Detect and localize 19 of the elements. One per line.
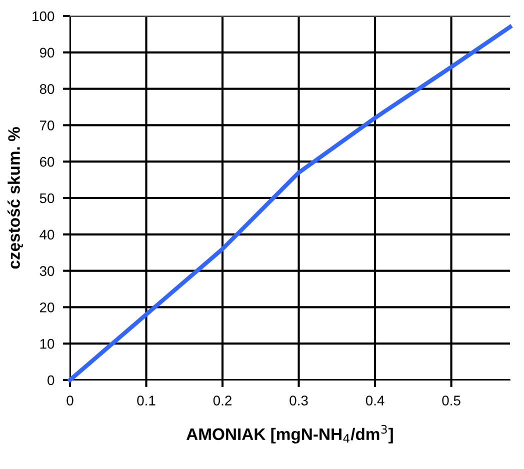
y-axis-title: częstość skum. %: [8, 127, 24, 269]
y-tick-label: 0: [48, 375, 54, 386]
x-axis-title: AMONIAK [mgN-NH$_{4}$/dm$^{3}$]: [186, 424, 393, 444]
y-tick-label: 50: [40, 193, 54, 204]
y-tick-label: 10: [40, 338, 54, 349]
y-tick-label: 70: [40, 120, 54, 130]
y-tick-label: 100: [32, 11, 54, 22]
y-tick-label: 80: [40, 84, 54, 94]
y-tick-label: 30: [40, 266, 54, 276]
y-tick-label: 20: [40, 302, 54, 312]
x-tick-label: 0: [66, 396, 74, 406]
y-tick-label: 40: [40, 230, 54, 240]
x-tick-label: 0.3: [290, 396, 308, 406]
x-tick-label: 0.1: [137, 396, 156, 406]
x-tick-label: 0.2: [213, 396, 232, 406]
x-tick-label: 0.5: [442, 396, 460, 406]
x-tick-label: 0.4: [366, 396, 384, 406]
y-tick-label: 90: [40, 48, 54, 58]
y-tick-label: 60: [40, 156, 54, 167]
